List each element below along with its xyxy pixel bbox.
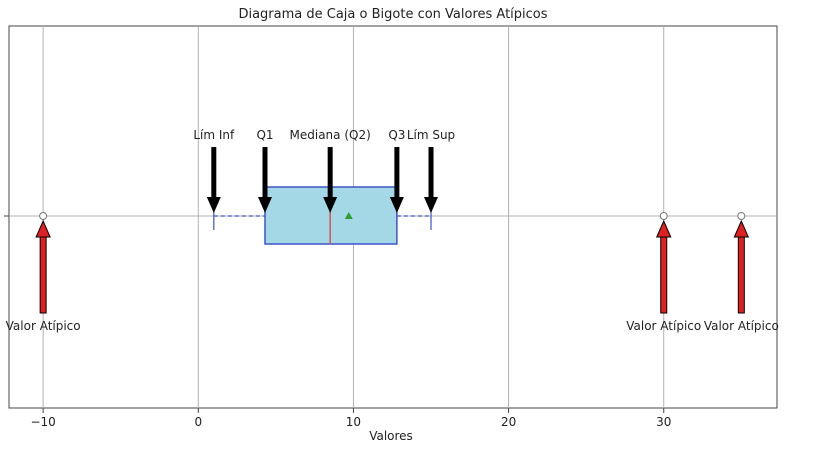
mean-marker xyxy=(344,212,353,219)
arrow-head xyxy=(733,219,750,238)
annotation-arrow-down: Q1 xyxy=(256,128,274,213)
x-tick-label: 0 xyxy=(194,415,202,429)
annotation-arrow-up: Valor Atípico xyxy=(704,219,779,333)
arrow-shaft xyxy=(428,147,434,200)
arrow-head xyxy=(323,197,338,213)
arrow-head xyxy=(206,197,221,213)
arrow-shaft xyxy=(211,147,217,200)
annotation-label: Mediana (Q2) xyxy=(290,128,371,142)
outlier-point xyxy=(39,212,48,220)
annotation-arrow-down: Lím Sup xyxy=(407,128,455,213)
x-tick-label: 10 xyxy=(346,415,361,429)
annotation-label: Valor Atípico xyxy=(626,319,701,333)
annotation-label: Lím Inf xyxy=(193,128,235,142)
x-axis: −10 0 10 20 30 xyxy=(4,215,671,429)
arrow-shaft xyxy=(327,147,333,200)
arrow-shaft xyxy=(39,235,47,314)
arrow-head xyxy=(655,219,672,238)
annotation-arrow-down: Mediana (Q2) xyxy=(290,128,371,213)
x-tick-label: −10 xyxy=(30,415,55,429)
x-tick-label: 20 xyxy=(501,415,516,429)
arrow-shaft xyxy=(262,147,268,200)
annotation-arrow-up: Valor Atípico xyxy=(6,219,81,333)
outlier-point xyxy=(737,212,746,220)
x-tick-label: 30 xyxy=(656,415,671,429)
annotation-label: Q1 xyxy=(256,128,273,142)
annotations: Lím Inf Q1 Mediana (Q2) Q3 Lím Sup Valor Atíp… xyxy=(6,128,779,333)
annotation-label: Valor Atípico xyxy=(6,319,81,333)
outlier-point xyxy=(659,212,668,220)
x-axis-label: Valores xyxy=(369,429,413,443)
annotation-label: Valor Atípico xyxy=(704,319,779,333)
arrow-shaft xyxy=(737,235,745,314)
arrow-head xyxy=(35,219,51,238)
arrow-head xyxy=(389,197,404,213)
annotation-arrow-up: Valor Atípico xyxy=(626,219,701,333)
annotation-label: Q3 xyxy=(388,128,405,142)
chart-title: Diagrama de Caja o Bigote con Valores At… xyxy=(238,7,547,22)
annotation-arrow-down: Lím Inf xyxy=(193,128,235,213)
annotation-arrow-down: Q3 xyxy=(388,128,405,213)
arrow-shaft xyxy=(660,235,668,314)
arrow-head xyxy=(258,197,272,213)
annotation-label: Lím Sup xyxy=(407,128,455,142)
arrow-head xyxy=(424,197,439,213)
arrow-shaft xyxy=(394,147,400,200)
